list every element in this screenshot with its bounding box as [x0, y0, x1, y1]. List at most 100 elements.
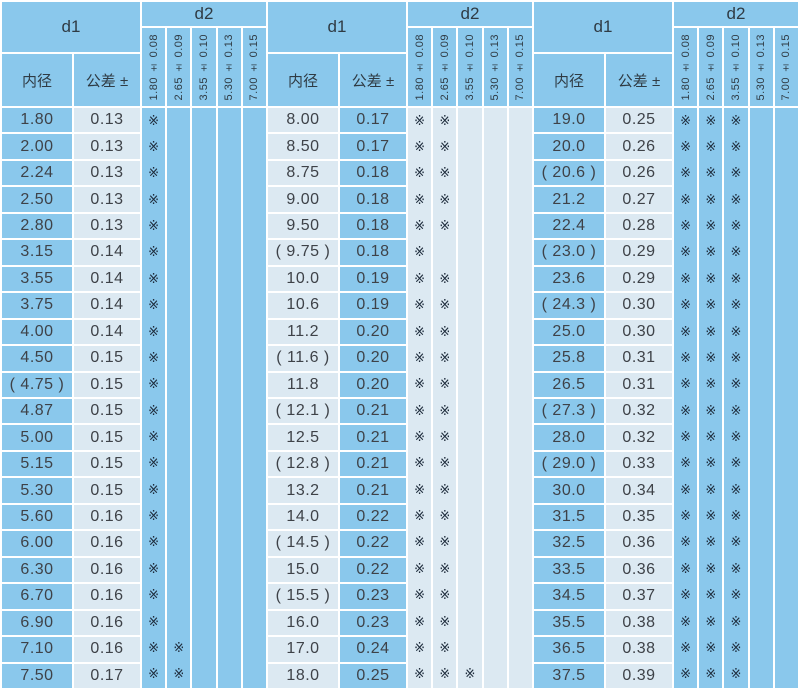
empty-mark-cell: [167, 477, 190, 503]
empty-mark-cell: [192, 319, 215, 345]
mark-cell: ※: [730, 166, 742, 182]
empty-mark-cell: [509, 161, 532, 187]
mark-cell: ※: [730, 271, 742, 287]
empty-mark-cell: [243, 187, 266, 213]
inner-diameter-cell: ( 12.1 ): [268, 399, 340, 426]
mark-cell: ※: [730, 509, 742, 525]
mark-cell: ※: [705, 271, 717, 287]
empty-mark-cell: [167, 266, 190, 292]
mark-cell: ※: [439, 588, 451, 604]
empty-mark-cell: [167, 398, 190, 424]
inner-diameter-cell: 8.50: [268, 134, 340, 161]
empty-mark-cell: [167, 503, 190, 529]
inner-diameter-cell: 11.8: [268, 372, 340, 399]
empty-mark-cell: [458, 582, 481, 608]
d2-mark-band: [242, 108, 268, 690]
empty-mark-cell: [775, 266, 798, 292]
mark-cell: ※: [705, 298, 717, 314]
mark-cell: ※: [439, 113, 451, 129]
empty-mark-cell: [458, 240, 481, 266]
d2-mark-band: ※: [458, 108, 484, 690]
table-group-3: d1 d2 内径 公差 ± 1.80 ± 0.08 2.65 ± 0.09 3.55 ± 0…: [534, 2, 800, 690]
inner-diameter-cell: 8.00: [268, 108, 340, 135]
mark-cell: ※: [705, 561, 717, 577]
empty-mark-cell: [775, 108, 798, 134]
inner-diameter-cell: 4.87: [2, 399, 74, 426]
empty-mark-cell: [484, 187, 507, 213]
empty-mark-cell: [775, 662, 798, 688]
empty-mark-cell: [750, 213, 773, 239]
mark-cell: ※: [414, 192, 426, 208]
inner-diameter-cell: ( 24.3 ): [534, 293, 606, 320]
empty-mark-cell: [218, 451, 241, 477]
empty-mark-cell: [484, 556, 507, 582]
empty-mark-cell: [484, 609, 507, 635]
mark-cell: ※: [148, 113, 160, 129]
mark-cell: ※: [414, 588, 426, 604]
mark-cell: ※: [680, 614, 692, 630]
inner-diameter-cell: 32.5: [534, 531, 606, 558]
inner-diameter-cell: 3.75: [2, 293, 74, 320]
empty-mark-cell: [167, 187, 190, 213]
empty-mark-cell: [192, 635, 215, 661]
d2-column-label: 3.55 ± 0.10: [197, 33, 210, 101]
empty-mark-cell: [458, 451, 481, 477]
mark-cell: ※: [730, 482, 742, 498]
empty-mark-cell: [775, 213, 798, 239]
empty-mark-cell: [243, 372, 266, 398]
d2-column-label: 7.00 ± 0.15: [248, 33, 261, 101]
inner-diameter-cell: ( 12.8 ): [268, 451, 340, 479]
inner-diameter-cell: 2.24: [2, 160, 74, 188]
tolerance-cell: 0.20: [340, 346, 408, 373]
empty-mark-cell: [458, 134, 481, 160]
inner-diameter-cell: 1.80: [2, 108, 74, 135]
mark-cell: ※: [705, 482, 717, 498]
mark-cell: ※: [148, 219, 160, 235]
empty-mark-cell: [509, 345, 532, 371]
tolerance-cell: 0.16: [74, 610, 142, 638]
empty-mark-cell: [750, 662, 773, 688]
mark-cell: ※: [705, 588, 717, 604]
d2-header: d2: [408, 2, 534, 28]
mark-cell: ※: [439, 561, 451, 577]
empty-mark-cell: [775, 240, 798, 266]
d2-mark-band: ※ ※: [167, 108, 193, 690]
mark-cell: ※: [148, 192, 160, 208]
d2-column-label: 7.00 ± 0.15: [780, 33, 793, 101]
empty-mark-cell: [458, 556, 481, 582]
inner-diameter-cell: 31.5: [534, 504, 606, 532]
inner-diameter-cell: 7.50: [2, 663, 74, 690]
table-group-1: d1 d2 内径 公差 ± 1.80 ± 0.08 2.65 ± 0.09 3.55 ± 0…: [2, 2, 268, 690]
d2-mark-band: ※ ※ ※ ※ ※ ※ ※ ※ ※ ※ ※ ※ ※ ※ ※ ※ ※ ※ ※ ※ ※ ※: [408, 108, 434, 690]
empty-mark-cell: [218, 398, 241, 424]
empty-mark-cell: [458, 187, 481, 213]
mark-cell: ※: [705, 403, 717, 419]
tolerance-cell: 0.38: [606, 610, 674, 638]
inner-diameter-header: 内径: [2, 54, 74, 108]
empty-mark-cell: [509, 240, 532, 266]
empty-mark-cell: [484, 530, 507, 556]
tolerance-cell: 0.14: [74, 319, 142, 347]
empty-mark-cell: [484, 345, 507, 371]
mark-cell: ※: [705, 377, 717, 393]
mark-cell: ※: [705, 192, 717, 208]
mark-cell: ※: [439, 429, 451, 445]
d2-column-header: 2.65 ± 0.09: [167, 28, 193, 108]
mark-cell: ※: [705, 113, 717, 129]
mark-cell: ※: [148, 377, 160, 393]
empty-mark-cell: [509, 134, 532, 160]
mark-cell: ※: [414, 403, 426, 419]
tolerance-cell: 0.17: [340, 134, 408, 161]
empty-mark-cell: [750, 609, 773, 635]
inner-diameter-cell: ( 27.3 ): [534, 399, 606, 426]
tolerance-cell: 0.35: [606, 504, 674, 532]
mark-cell: ※: [148, 271, 160, 287]
d2-column-header: 5.30 ± 0.13: [749, 28, 775, 108]
empty-mark-cell: [775, 293, 798, 319]
tolerance-cell: 0.14: [74, 240, 142, 267]
d2-mark-band: ※ ※ ※ ※ ※ ※ ※ ※ ※ ※ ※ ※ ※ ※ ※ ※ ※ ※ ※ ※ ※ ※: [674, 108, 700, 690]
empty-mark-cell: [775, 134, 798, 160]
inner-diameter-cell: 13.2: [268, 478, 340, 505]
empty-mark-cell: [509, 213, 532, 239]
